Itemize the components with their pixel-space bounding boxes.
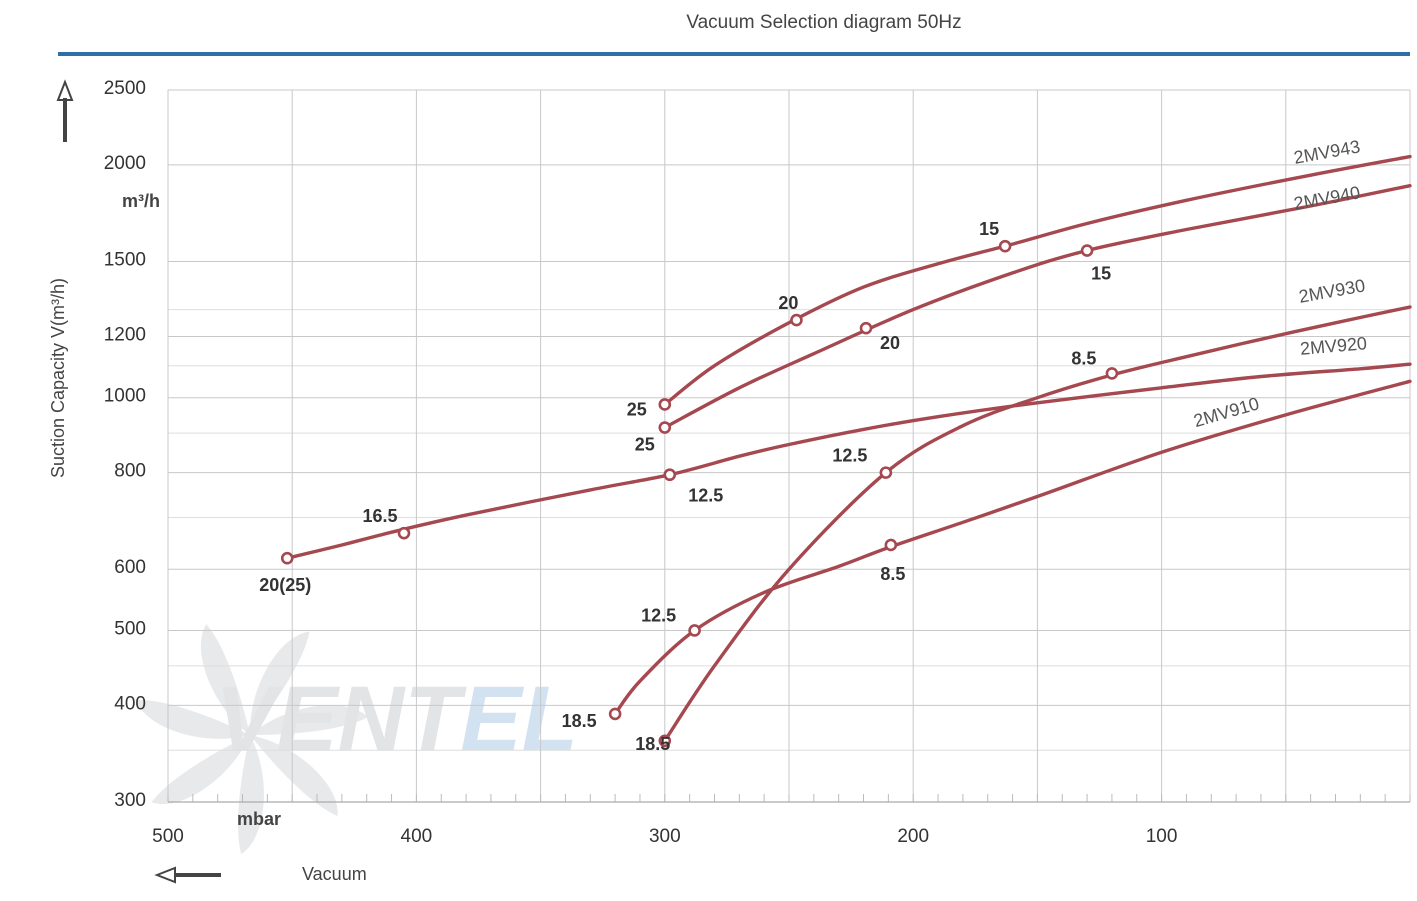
data-point-marker	[608, 707, 622, 721]
marker-annotations: 25 20 15 25 20 15 18.5 12.5 8.5 20(25) 16.5 12.5 18.…	[259, 219, 1111, 754]
series-label: 2MV930	[1297, 275, 1367, 306]
y-axis-arrow	[56, 79, 74, 142]
ventel-watermark: VENTEL	[135, 623, 578, 855]
header-rule	[58, 52, 1410, 56]
point-label: 15	[1091, 264, 1111, 284]
point-label: 18.5	[562, 711, 597, 731]
point-label: 25	[635, 435, 655, 455]
data-point-marker	[658, 421, 672, 434]
data-point-marker	[884, 538, 898, 552]
fan-blade	[250, 735, 338, 817]
y-axis-ticks: 300 400 500 600 800 1000 1200 1500 2000 2500	[104, 78, 146, 811]
x-axis-arrow	[154, 866, 221, 884]
x-tick-label: 200	[897, 826, 929, 847]
y-tick-label: 600	[114, 557, 146, 578]
y-tick-label: 2000	[104, 153, 146, 174]
fan-blade	[250, 705, 368, 735]
fan-blade	[135, 699, 250, 739]
series-label: 2MV920	[1299, 333, 1368, 359]
series-line-2mv920	[285, 362, 1412, 560]
point-label: 25	[627, 399, 647, 419]
x-tick-label: 500	[152, 826, 184, 847]
x-axis-label: Vacuum	[302, 864, 367, 884]
x-tick-label: 100	[1146, 826, 1178, 847]
point-label: 18.5	[635, 734, 670, 754]
data-point-marker	[397, 526, 411, 540]
data-point-marker	[658, 398, 672, 411]
point-label: 12.5	[832, 446, 867, 466]
y-tick-label: 300	[114, 790, 146, 811]
point-label: 20(25)	[259, 575, 311, 595]
data-point-marker	[790, 313, 803, 327]
watermark-text: VENTEL	[215, 668, 578, 770]
point-label: 15	[979, 219, 999, 239]
series-label: 2MV940	[1292, 182, 1362, 213]
y-tick-label: 500	[114, 618, 146, 639]
point-label: 8.5	[1071, 348, 1096, 368]
x-axis-ticks: 500 400 300 200 100	[152, 826, 1177, 847]
y-tick-label: 1500	[104, 250, 146, 271]
data-point-marker	[658, 734, 672, 748]
y-tick-label: 400	[114, 693, 146, 714]
y-tick-label: 800	[114, 461, 146, 482]
data-point-marker	[688, 624, 701, 637]
fan-blade	[249, 631, 310, 735]
x-unit-label: mbar	[237, 809, 281, 829]
data-point-marker	[859, 321, 873, 335]
data-point-marker	[663, 468, 677, 482]
y-unit-label: m³/h	[122, 191, 160, 211]
fan-blade	[200, 623, 250, 735]
data-point-marker	[280, 551, 294, 565]
data-point-marker	[998, 239, 1012, 253]
point-label: 16.5	[362, 506, 397, 526]
x-tick-label: 400	[401, 826, 433, 847]
chart-title: Vacuum Selection diagram 50Hz	[686, 12, 961, 33]
data-point-marker	[1080, 244, 1094, 257]
data-point-marker	[879, 466, 893, 479]
y-tick-label: 1000	[104, 386, 146, 407]
series-line-2mv940	[663, 184, 1412, 430]
fan-blade	[151, 735, 250, 804]
y-tick-label: 2500	[104, 78, 146, 99]
fan-blade	[238, 735, 264, 855]
point-label: 12.5	[688, 486, 723, 506]
series-line-2mv910	[613, 379, 1412, 716]
x-tick-label: 300	[649, 826, 681, 847]
y-axis-label: Suction Capacity V(m³/h)	[48, 278, 68, 478]
grid	[167, 89, 1411, 803]
point-label: 20	[880, 333, 900, 353]
series-markers	[280, 239, 1119, 748]
y-tick-label: 1200	[104, 324, 146, 345]
series-label: 2MV943	[1292, 136, 1362, 167]
point-label: 20	[778, 293, 798, 313]
data-point-marker	[1105, 367, 1119, 380]
point-label: 8.5	[880, 564, 905, 584]
point-label: 12.5	[641, 605, 676, 625]
